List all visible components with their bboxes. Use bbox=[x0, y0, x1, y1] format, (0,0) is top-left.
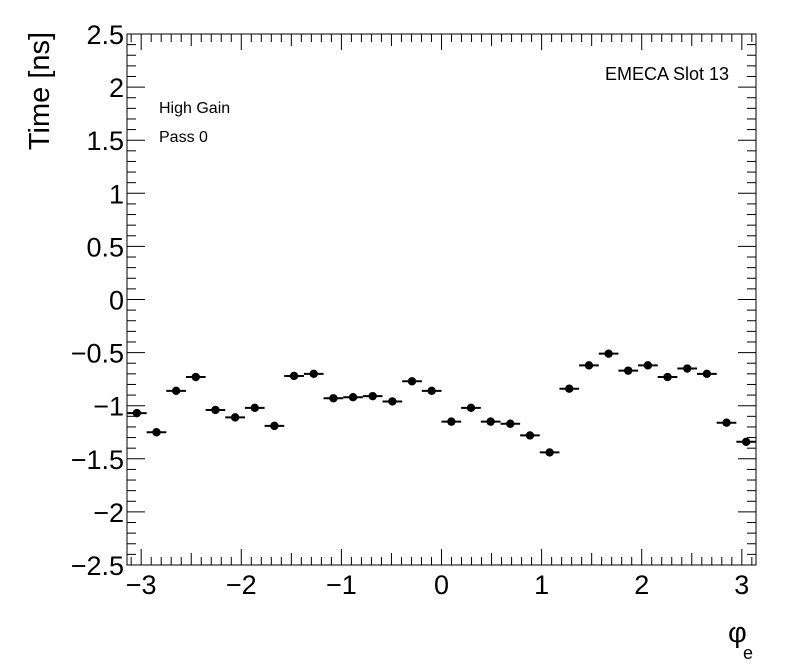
data-points bbox=[127, 349, 756, 457]
data-point bbox=[132, 408, 142, 418]
annotation-gain: High Gain bbox=[159, 100, 230, 117]
data-point bbox=[604, 349, 613, 358]
y-tick-label: 1.5 bbox=[86, 126, 124, 156]
y-tick-label: 2.5 bbox=[86, 20, 124, 50]
data-point bbox=[466, 403, 476, 413]
annotation-pass: Pass 0 bbox=[159, 129, 208, 146]
axis-ticks bbox=[127, 33, 756, 566]
data-point bbox=[525, 431, 535, 440]
data-point bbox=[741, 437, 751, 447]
y-tick-labels: 2.5 2 1.5 1 0.5 0 −0.5 −1 −1.5 −2 −2.5 bbox=[71, 20, 124, 581]
x-tick-label: −3 bbox=[126, 570, 157, 600]
data-point bbox=[702, 369, 712, 379]
x-tick-label: 0 bbox=[434, 570, 449, 600]
data-point bbox=[683, 364, 692, 373]
data-point bbox=[447, 417, 456, 426]
y-tick-label: −1 bbox=[93, 392, 124, 422]
data-point bbox=[368, 391, 377, 401]
y-tick-label: −2 bbox=[93, 498, 124, 528]
data-point bbox=[309, 369, 318, 379]
data-point bbox=[565, 384, 574, 393]
y-tick-label: 0 bbox=[109, 286, 124, 316]
data-point bbox=[663, 372, 672, 382]
x-axis-title-main: φ bbox=[728, 617, 747, 649]
data-point bbox=[643, 361, 653, 370]
x-tick-label: −1 bbox=[326, 570, 357, 600]
x-tick-label: −2 bbox=[226, 570, 257, 600]
data-point bbox=[171, 386, 181, 396]
y-axis-title: Time [ns] bbox=[24, 32, 56, 150]
data-point bbox=[407, 377, 417, 386]
data-point bbox=[289, 371, 299, 381]
y-tick-label: 0.5 bbox=[86, 232, 124, 262]
x-tick-label: 3 bbox=[734, 570, 749, 600]
data-point bbox=[584, 361, 594, 370]
data-point bbox=[329, 394, 338, 403]
data-point bbox=[211, 405, 220, 415]
y-tick-label: −0.5 bbox=[71, 339, 124, 369]
annotation-slot: EMECA Slot 13 bbox=[605, 64, 729, 84]
data-point bbox=[545, 448, 554, 457]
data-point bbox=[388, 397, 397, 406]
y-tick-label: −2.5 bbox=[71, 551, 124, 581]
x-tick-label: 2 bbox=[634, 570, 649, 600]
data-point bbox=[230, 413, 240, 422]
data-point bbox=[191, 372, 200, 382]
y-tick-label: 2 bbox=[109, 73, 124, 103]
x-tick-labels: −3 −2 −1 0 1 2 3 bbox=[126, 570, 750, 600]
data-point bbox=[270, 421, 279, 431]
x-axis-title-subscript: e bbox=[743, 643, 753, 663]
data-point bbox=[506, 419, 515, 428]
y-tick-label: 1 bbox=[109, 179, 124, 209]
data-point bbox=[427, 386, 436, 396]
data-point bbox=[624, 366, 633, 375]
data-point bbox=[722, 418, 731, 427]
data-point bbox=[250, 403, 259, 413]
data-point bbox=[486, 417, 495, 426]
x-tick-label: 1 bbox=[534, 570, 549, 600]
x-axis-title: φ e bbox=[728, 617, 753, 663]
data-point bbox=[152, 428, 161, 437]
y-tick-label: −1.5 bbox=[71, 445, 124, 475]
data-point bbox=[348, 393, 358, 402]
